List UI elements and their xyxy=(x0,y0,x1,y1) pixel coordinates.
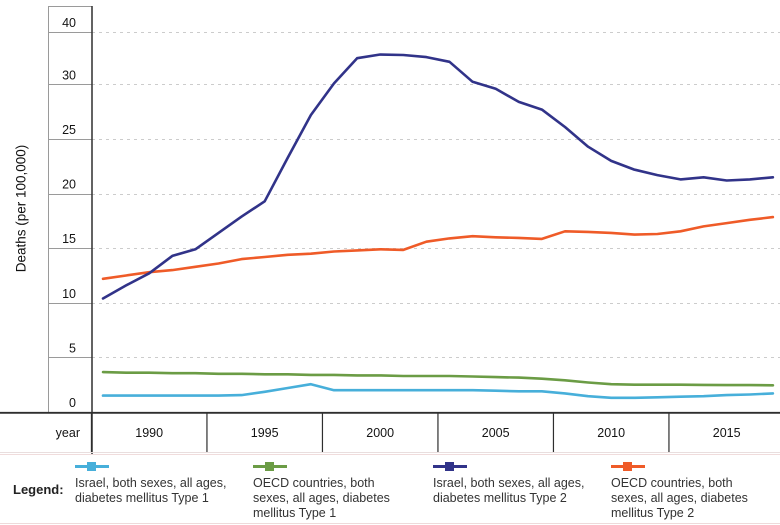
legend-item-oecd-type2: OECD countries, both sexes, all ages, di… xyxy=(611,461,771,521)
series-line-oecd-type1 xyxy=(101,370,775,387)
legend-item-oecd-type1: OECD countries, both sexes, all ages, di… xyxy=(253,461,413,521)
y-tick-label-30: 30 xyxy=(62,68,76,82)
legend-label-oecd-type2: OECD countries, both sexes, all ages, di… xyxy=(611,476,748,520)
y-tick-label-15: 15 xyxy=(62,232,76,246)
chart-canvas: 0 5 10 15 20 25 30 40 1990 1995 2000 2005 2010 2015 ye… xyxy=(0,6,780,455)
y-tick-label-10: 10 xyxy=(62,287,76,301)
series-line-israel-type1 xyxy=(101,382,775,400)
y-tick-label-20: 20 xyxy=(62,178,76,192)
legend-swatch-israel-type2-icon xyxy=(433,461,467,471)
y-tick-label-5: 5 xyxy=(69,341,76,355)
legend: Legend: Israel, both sexes, all ages, di… xyxy=(0,454,780,524)
legend-title: Legend: xyxy=(13,482,64,497)
x-axis-title: year xyxy=(56,426,80,440)
legend-item-israel-type1: Israel, both sexes, all ages, diabetes m… xyxy=(75,461,253,506)
series-line-oecd-type2 xyxy=(101,215,775,281)
legend-swatch-oecd-type2-icon xyxy=(611,461,645,471)
legend-label-israel-type1: Israel, both sexes, all ages, diabetes m… xyxy=(75,476,227,505)
x-tick-label-2015: 2015 xyxy=(713,426,741,440)
series-line-israel-type2 xyxy=(101,53,775,300)
legend-swatch-israel-type1-icon xyxy=(75,461,109,471)
legend-label-oecd-type1: OECD countries, both sexes, all ages, di… xyxy=(253,476,390,520)
legend-swatch-oecd-type1-icon xyxy=(253,461,287,471)
x-tick-label-1990: 1990 xyxy=(135,426,163,440)
x-tick-label-1995: 1995 xyxy=(251,426,279,440)
x-tick-label-2000: 2000 xyxy=(366,426,394,440)
x-tick-label-2005: 2005 xyxy=(482,426,510,440)
y-tick-label-0: 0 xyxy=(69,396,76,410)
y-tick-label-40: 40 xyxy=(62,16,76,30)
legend-item-israel-type2: Israel, both sexes, all ages, diabetes m… xyxy=(433,461,611,506)
y-tick-label-25: 25 xyxy=(62,123,76,137)
legend-label-israel-type2: Israel, both sexes, all ages, diabetes m… xyxy=(433,476,585,505)
x-tick-label-2010: 2010 xyxy=(597,426,625,440)
